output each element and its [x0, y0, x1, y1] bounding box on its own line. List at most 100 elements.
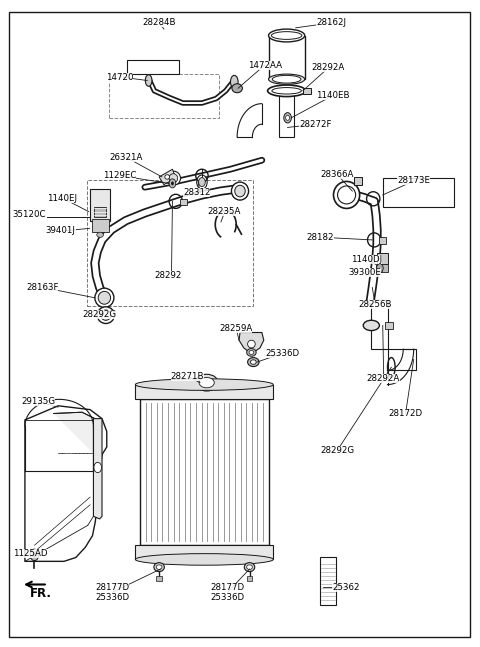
- Text: 28259A: 28259A: [219, 324, 252, 333]
- Circle shape: [377, 264, 383, 273]
- Bar: [320, 558, 336, 605]
- Text: 1129EC: 1129EC: [103, 171, 136, 180]
- Text: 28292G: 28292G: [82, 310, 116, 319]
- Text: 28162J: 28162J: [316, 18, 346, 27]
- Ellipse shape: [98, 291, 110, 304]
- Circle shape: [169, 179, 176, 188]
- Text: 1125AD: 1125AD: [13, 549, 48, 558]
- Ellipse shape: [199, 177, 205, 186]
- Bar: [180, 199, 187, 205]
- Polygon shape: [387, 349, 414, 384]
- Text: 28235A: 28235A: [208, 207, 241, 216]
- Bar: [127, 60, 179, 74]
- Ellipse shape: [199, 377, 214, 388]
- Bar: [200, 382, 213, 399]
- Text: 39401J: 39401J: [46, 226, 76, 236]
- Text: 25336D: 25336D: [266, 349, 300, 358]
- Circle shape: [94, 463, 102, 473]
- Bar: [95, 206, 106, 217]
- Text: 28272F: 28272F: [299, 120, 332, 129]
- Text: 28292A: 28292A: [367, 374, 400, 383]
- Bar: [379, 237, 385, 244]
- Ellipse shape: [230, 75, 238, 88]
- Ellipse shape: [97, 307, 114, 324]
- Polygon shape: [237, 104, 262, 137]
- Ellipse shape: [268, 74, 305, 84]
- Ellipse shape: [195, 374, 218, 391]
- Bar: [376, 265, 388, 272]
- Bar: [135, 545, 273, 560]
- Ellipse shape: [165, 175, 169, 179]
- Ellipse shape: [101, 310, 111, 320]
- Text: 35120C: 35120C: [12, 210, 46, 219]
- Polygon shape: [25, 406, 107, 562]
- Text: 28163F: 28163F: [26, 283, 59, 292]
- Bar: [90, 188, 110, 221]
- Bar: [140, 399, 268, 545]
- Circle shape: [284, 113, 291, 123]
- Circle shape: [33, 553, 36, 558]
- Ellipse shape: [135, 378, 273, 390]
- Ellipse shape: [244, 563, 255, 572]
- Bar: [303, 87, 312, 94]
- Ellipse shape: [135, 554, 273, 565]
- Bar: [279, 91, 294, 137]
- Bar: [135, 384, 273, 399]
- Text: 1140DJ: 1140DJ: [351, 255, 383, 264]
- Polygon shape: [239, 333, 264, 354]
- Ellipse shape: [272, 75, 301, 83]
- Bar: [247, 576, 252, 581]
- Text: 28177D
25336D: 28177D 25336D: [211, 582, 245, 602]
- Text: 1140EB: 1140EB: [316, 91, 349, 100]
- Text: 1140EJ: 1140EJ: [47, 194, 77, 203]
- Bar: [109, 74, 218, 118]
- Text: 28173E: 28173E: [397, 176, 430, 185]
- Bar: [387, 349, 416, 371]
- Ellipse shape: [97, 232, 103, 237]
- Text: 25362: 25362: [332, 582, 360, 591]
- Ellipse shape: [231, 182, 249, 200]
- Text: 28292: 28292: [155, 272, 182, 280]
- Text: 28172D: 28172D: [388, 409, 422, 418]
- Circle shape: [171, 181, 174, 185]
- Polygon shape: [159, 170, 176, 184]
- Ellipse shape: [251, 360, 256, 364]
- Ellipse shape: [166, 171, 180, 185]
- Ellipse shape: [268, 29, 305, 42]
- Bar: [383, 178, 454, 206]
- Bar: [372, 300, 387, 349]
- Polygon shape: [94, 419, 102, 519]
- Ellipse shape: [197, 175, 207, 189]
- Ellipse shape: [95, 288, 114, 307]
- Text: 28271B: 28271B: [170, 372, 204, 380]
- Ellipse shape: [337, 186, 356, 204]
- Ellipse shape: [334, 181, 360, 208]
- Ellipse shape: [267, 85, 306, 96]
- Ellipse shape: [247, 349, 256, 356]
- Ellipse shape: [232, 83, 242, 93]
- Bar: [377, 253, 388, 265]
- Bar: [92, 219, 108, 232]
- Text: 1472AA: 1472AA: [248, 61, 282, 70]
- Text: 28292G: 28292G: [320, 446, 354, 455]
- Ellipse shape: [145, 74, 152, 86]
- Text: 14720: 14720: [106, 73, 133, 82]
- Bar: [156, 576, 162, 581]
- Ellipse shape: [248, 358, 259, 367]
- Text: FR.: FR.: [30, 587, 52, 600]
- Polygon shape: [53, 412, 101, 457]
- Text: 28292A: 28292A: [312, 63, 345, 72]
- Bar: [354, 177, 362, 184]
- Text: 28312: 28312: [183, 188, 210, 197]
- Ellipse shape: [154, 563, 164, 572]
- Text: 28284B: 28284B: [143, 18, 176, 27]
- Bar: [87, 179, 253, 305]
- Ellipse shape: [272, 87, 301, 94]
- Text: 28366A: 28366A: [320, 170, 353, 179]
- Text: 26321A: 26321A: [109, 153, 143, 162]
- Ellipse shape: [247, 565, 252, 569]
- Ellipse shape: [156, 565, 162, 569]
- Text: 28256B: 28256B: [358, 300, 392, 309]
- Text: 28177D
25336D: 28177D 25336D: [96, 582, 130, 602]
- Ellipse shape: [249, 351, 254, 355]
